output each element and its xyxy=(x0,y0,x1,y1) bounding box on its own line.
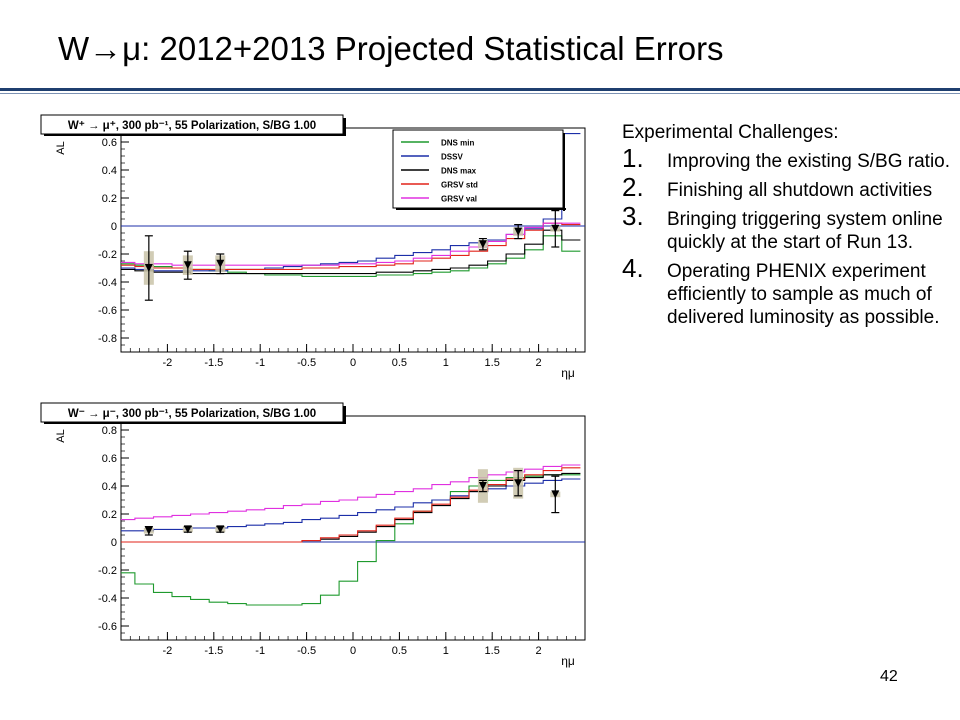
x-tick-label: 1 xyxy=(443,645,449,657)
legend-label: GRSV val xyxy=(441,195,477,204)
data-point xyxy=(514,227,523,236)
challenge-number: 3. xyxy=(622,201,644,231)
series-line xyxy=(121,474,581,606)
legend-label: DSSV xyxy=(441,153,463,162)
chart-title: W⁻ → μ⁻, 300 pb⁻¹, 55 Polarization, S/BG… xyxy=(68,408,316,420)
data-point xyxy=(144,264,153,272)
asymmetry-chart-w-plus: -0.8 -0.6 -0.4 -0.2 0 0.2 0.4 0.6 -2 -1.5 -1 -0.5 0 0… xyxy=(37,112,597,394)
legend-shadow xyxy=(563,133,565,211)
x-tick-label: -2 xyxy=(163,645,173,657)
x-tick-label: 2 xyxy=(536,645,542,657)
x-tick-label: -1.5 xyxy=(204,645,223,657)
data-point xyxy=(216,525,225,534)
challenges-panel: Experimental Challenges: 1. Improving the… xyxy=(622,122,957,335)
y-tick-label: -0.4 xyxy=(98,277,117,289)
y-tick-label: 0.2 xyxy=(102,509,117,521)
data-point xyxy=(478,482,487,490)
y-axis-label: AL xyxy=(55,141,67,154)
chart-svg-w-minus: -0.6 -0.4 -0.2 0 0.2 0.4 0.6 0.8 -2 -1.5 -1 -0.5 0 0.… xyxy=(40,402,586,668)
chart-title-shadow xyxy=(343,406,346,424)
asymmetry-chart-w-minus: -0.6 -0.4 -0.2 0 0.2 0.4 0.6 0.8 -2 -1.5 -1 -0.5 0 0.… xyxy=(37,400,597,682)
data-point xyxy=(551,224,560,233)
x-tick-label: 1.5 xyxy=(485,645,500,657)
data-point xyxy=(551,490,560,499)
challenge-text: Improving the existing S/BG ratio. xyxy=(667,151,951,172)
challenge-text: Operating PHENIX experiment efficiently … xyxy=(667,261,940,328)
x-axis-label: ημ xyxy=(561,366,575,380)
data-point xyxy=(514,479,523,488)
legend-label: DNS min xyxy=(441,139,474,148)
y-tick-label: 0.4 xyxy=(102,481,117,493)
challenges-heading: Experimental Challenges: xyxy=(622,122,839,143)
challenges-list: 1. Improving the existing S/BG ratio. 2. F… xyxy=(622,143,957,329)
title-rule-thin xyxy=(0,93,960,94)
y-tick-label: -0.2 xyxy=(98,249,117,261)
series-line xyxy=(121,467,581,543)
y-tick-label: 0.4 xyxy=(102,165,117,177)
title-rule xyxy=(0,88,960,91)
y-tick-label: -0.6 xyxy=(98,621,117,633)
data-point xyxy=(144,526,153,535)
y-axis-label: AL xyxy=(55,429,67,442)
y-tick-label: -0.4 xyxy=(98,593,117,605)
data-point xyxy=(183,261,192,270)
data-point xyxy=(183,525,192,534)
chart-svg-w-plus: -0.8 -0.6 -0.4 -0.2 0 0.2 0.4 0.6 -2 -1.5 -1 -0.5 0 0… xyxy=(40,114,586,380)
slide-title: W→μ: 2012+2013 Projected Statistical Err… xyxy=(58,30,724,67)
y-tick-label: -0.2 xyxy=(98,565,117,577)
y-tick-label: 0.6 xyxy=(102,453,117,465)
chart-title-shadow xyxy=(343,118,346,136)
x-tick-label: -0.5 xyxy=(297,645,316,657)
legend-label: GRSV std xyxy=(441,181,478,190)
data-point xyxy=(216,259,225,268)
chart-title-shadow xyxy=(44,134,346,136)
chart-title-shadow xyxy=(44,422,346,424)
y-tick-label: 0 xyxy=(111,221,117,233)
x-axis-label: ημ xyxy=(561,654,575,668)
challenge-item: 1. Improving the existing S/BG ratio. xyxy=(622,143,957,173)
challenge-item: 3. Bringing triggering system online quic… xyxy=(622,201,957,254)
y-tick-label: 0.6 xyxy=(102,137,117,149)
y-tick-label: 0.2 xyxy=(102,193,117,205)
x-tick-label: 0.5 xyxy=(392,645,407,657)
legend-box xyxy=(392,129,564,209)
series-line xyxy=(121,464,581,521)
x-tick-label: -1.5 xyxy=(204,357,223,369)
y-tick-label: 0 xyxy=(111,537,117,549)
x-tick-label: 0 xyxy=(350,357,356,369)
challenge-number: 2. xyxy=(622,172,644,202)
x-tick-label: -1 xyxy=(255,645,265,657)
x-tick-label: -2 xyxy=(163,357,173,369)
x-tick-label: -1 xyxy=(255,357,265,369)
x-tick-label: 2 xyxy=(536,357,542,369)
challenge-number: 1. xyxy=(622,143,644,173)
challenge-item: 2. Finishing all shutdown activities xyxy=(622,172,957,202)
challenge-number: 4. xyxy=(622,253,644,283)
y-tick-label: 0.8 xyxy=(102,425,117,437)
chart-title: W⁺ → μ⁺, 300 pb⁻¹, 55 Polarization, S/BG… xyxy=(68,120,316,132)
x-tick-label: 0 xyxy=(350,645,356,657)
series-line xyxy=(121,222,581,266)
y-tick-label: -0.8 xyxy=(98,333,117,345)
legend-label: DNS max xyxy=(441,167,477,176)
x-tick-label: 1 xyxy=(443,357,449,369)
x-tick-label: 1.5 xyxy=(485,357,500,369)
legend-shadow xyxy=(396,208,566,210)
data-point xyxy=(478,240,487,249)
page-number: 42 xyxy=(880,668,898,685)
challenge-text: Bringing triggering system online quickl… xyxy=(667,209,943,253)
challenge-text: Finishing all shutdown activities xyxy=(667,180,933,201)
challenge-item: 4. Operating PHENIX experiment efficientl… xyxy=(622,253,957,329)
y-tick-label: -0.6 xyxy=(98,305,117,317)
x-tick-label: -0.5 xyxy=(297,357,316,369)
x-tick-label: 0.5 xyxy=(392,357,407,369)
